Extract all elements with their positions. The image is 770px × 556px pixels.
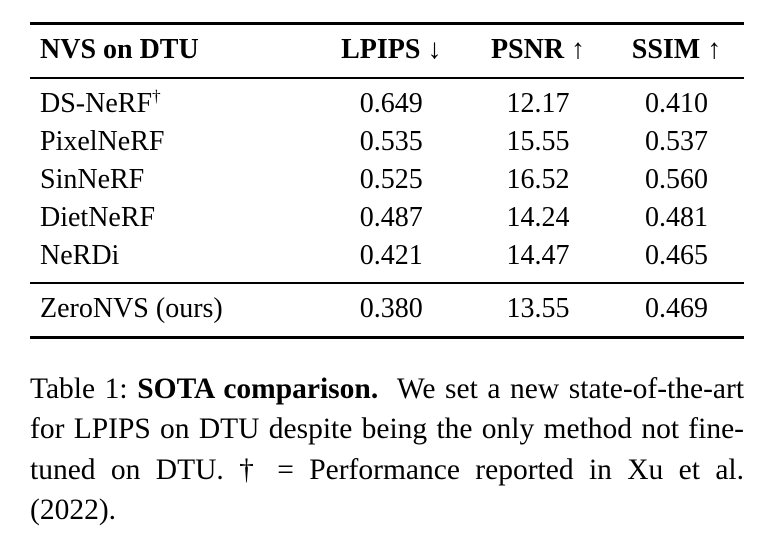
method-cell: SinNeRF bbox=[30, 161, 316, 199]
psnr-value: 12.17 bbox=[506, 88, 570, 119]
psnr-value: 16.52 bbox=[506, 164, 570, 195]
lpips-value: 0.525 bbox=[359, 164, 423, 195]
method-name: SinNeRF bbox=[40, 164, 145, 195]
caption-body: We set a new state-of-the-art for LPIPS … bbox=[30, 373, 745, 527]
results-table: NVS on DTU LPIPS ↓ PSNR ↑ SSIM ↑ DS-NeRF… bbox=[30, 22, 744, 339]
dagger-mark: † bbox=[152, 86, 161, 106]
table-row: SinNeRF 0.525 16.52 0.560 bbox=[30, 161, 744, 199]
ssim-value: 0.560 bbox=[645, 164, 708, 195]
header-lpips: LPIPS ↓ bbox=[315, 22, 467, 79]
psnr-value: 15.55 bbox=[506, 126, 570, 157]
table-final-section: ZeroNVS (ours) 0.380 13.55 0.469 bbox=[30, 283, 744, 339]
lpips-value: 0.421 bbox=[315, 237, 467, 284]
ssim-value: 0.410 bbox=[645, 88, 708, 119]
table-header: NVS on DTU LPIPS ↓ PSNR ↑ SSIM ↑ bbox=[30, 22, 744, 79]
ssim-value: 0.481 bbox=[645, 202, 708, 233]
caption-title: SOTA comparison. bbox=[137, 373, 379, 405]
table-caption: Table 1: SOTA comparison. We set a new s… bbox=[30, 369, 744, 531]
psnr-value: 14.24 bbox=[506, 202, 570, 233]
method-cell: DS-NeRF† bbox=[30, 78, 316, 123]
method-cell: ZeroNVS (ours) bbox=[30, 283, 316, 339]
method-name: NeRDi bbox=[40, 240, 120, 271]
method-name: ZeroNVS (ours) bbox=[40, 293, 223, 324]
method-name: PixelNeRF bbox=[40, 126, 165, 157]
method-cell: PixelNeRF bbox=[30, 123, 316, 161]
psnr-value: 13.55 bbox=[467, 283, 609, 339]
caption-label: Table 1: bbox=[30, 373, 128, 405]
table-row: DietNeRF 0.487 14.24 0.481 bbox=[30, 199, 744, 237]
lpips-value: 0.649 bbox=[359, 88, 423, 119]
table-row: PixelNeRF 0.535 15.55 0.537 bbox=[30, 123, 744, 161]
table-header-row: NVS on DTU LPIPS ↓ PSNR ↑ SSIM ↑ bbox=[30, 22, 744, 79]
table-row: NeRDi 0.421 14.47 0.465 bbox=[30, 237, 744, 284]
table-body: DS-NeRF† 0.649 12.17 0.410 PixelNeRF 0.5… bbox=[30, 78, 744, 284]
lpips-value: 0.380 bbox=[315, 283, 467, 339]
method-cell: DietNeRF bbox=[30, 199, 316, 237]
table-row-ours: ZeroNVS (ours) 0.380 13.55 0.469 bbox=[30, 283, 744, 339]
header-psnr: PSNR ↑ bbox=[467, 22, 609, 79]
ssim-value: 0.469 bbox=[609, 283, 744, 339]
paper-page: NVS on DTU LPIPS ↓ PSNR ↑ SSIM ↑ DS-NeRF… bbox=[30, 22, 744, 531]
header-ssim: SSIM ↑ bbox=[609, 22, 744, 79]
lpips-value: 0.535 bbox=[359, 126, 423, 157]
table-row: DS-NeRF† 0.649 12.17 0.410 bbox=[30, 78, 744, 123]
method-name: DietNeRF bbox=[40, 202, 156, 233]
ssim-value: 0.537 bbox=[645, 126, 708, 157]
method-name: DS-NeRF bbox=[40, 88, 153, 119]
header-nvs-on-dtu: NVS on DTU bbox=[30, 22, 316, 79]
lpips-value: 0.487 bbox=[359, 202, 423, 233]
ssim-value: 0.465 bbox=[609, 237, 744, 284]
method-cell: NeRDi bbox=[30, 237, 316, 284]
psnr-value: 14.47 bbox=[467, 237, 609, 284]
